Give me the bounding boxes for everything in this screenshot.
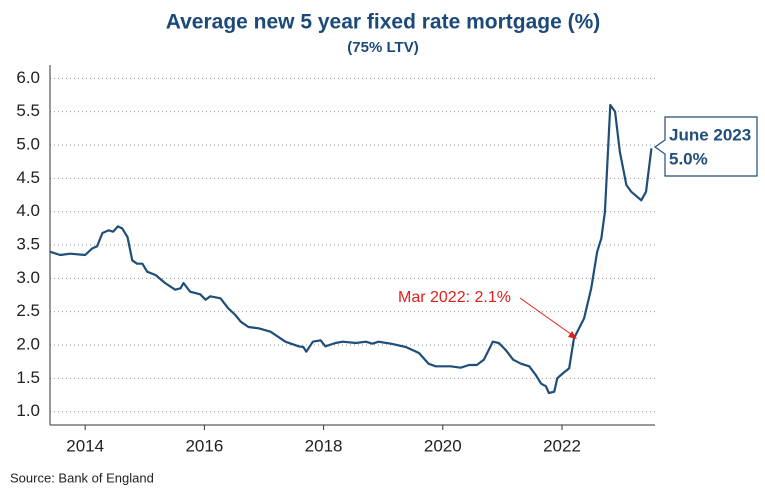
line-series bbox=[49, 103, 653, 395]
chart-title: Average new 5 year fixed rate mortgage (… bbox=[166, 11, 601, 34]
y-tick-label: 1.0 bbox=[16, 401, 40, 420]
y-tick-label: 5.0 bbox=[16, 134, 40, 153]
annotation-arrow bbox=[519, 297, 576, 338]
y-tick-label: 6.0 bbox=[16, 68, 40, 87]
annotation-arrowhead bbox=[568, 331, 577, 339]
callout-text: June 2023 bbox=[669, 125, 751, 144]
y-tick-label: 3.5 bbox=[16, 234, 40, 253]
callout-box bbox=[653, 116, 758, 177]
x-tick-label: 2016 bbox=[185, 436, 223, 455]
annotation: Mar 2022: 2.1% bbox=[398, 289, 511, 306]
y-tick-label: 4.0 bbox=[16, 201, 40, 220]
x-tick-label: 2020 bbox=[424, 436, 462, 455]
chart-subtitle: (75% LTV) bbox=[347, 39, 418, 56]
y-tick-label: 5.5 bbox=[16, 101, 40, 120]
x-tick-label: 2014 bbox=[66, 436, 104, 455]
y-tick-label: 2.0 bbox=[16, 334, 40, 353]
x-tick-label: 2022 bbox=[543, 436, 581, 455]
callout-text: 5.0% bbox=[669, 149, 708, 168]
source-note: Source: Bank of England bbox=[10, 470, 154, 485]
y-tick-label: 3.0 bbox=[16, 268, 40, 287]
x-tick-label: 2018 bbox=[305, 436, 343, 455]
y-tick-label: 4.5 bbox=[16, 168, 40, 187]
y-tick-label: 1.5 bbox=[16, 368, 40, 387]
y-tick-label: 2.5 bbox=[16, 301, 40, 320]
